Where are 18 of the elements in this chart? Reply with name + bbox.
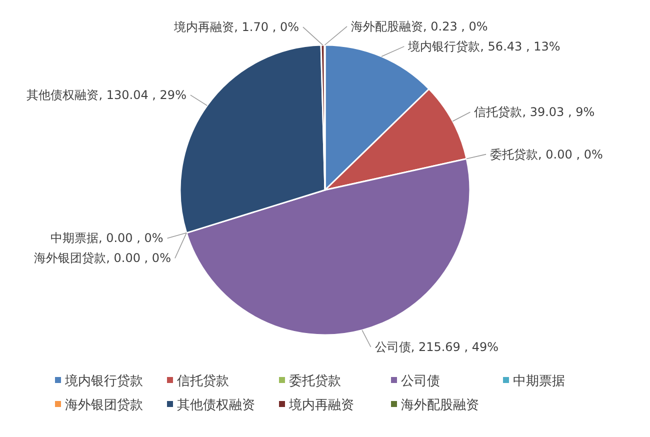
legend-label: 其他债权融资 — [177, 398, 255, 413]
category-label: 境内再融资, 1.70 , 0% — [174, 20, 299, 34]
legend-label: 中期票据 — [513, 374, 565, 389]
category-label: 公司债, 215.69 , 49% — [374, 340, 499, 354]
legend-label: 委托贷款 — [289, 374, 341, 389]
category-label: 中期票据, 0.00 , 0% — [50, 231, 164, 246]
category-label: 其他债权融资, 130.04 , 29% — [26, 88, 186, 102]
category-label: 信托贷款, 39.03 , 9% — [474, 105, 595, 120]
legend-label: 海外银团贷款 — [65, 398, 143, 413]
category-label: 海外银团贷款, 0.00 , 0% — [34, 251, 171, 266]
legend-label: 境内银行贷款 — [64, 373, 143, 389]
category-label: 海外配股融资, 0.23 , 0% — [351, 19, 488, 34]
legend-label: 公司债 — [401, 374, 440, 389]
legend-label: 信托贷款 — [177, 374, 229, 389]
category-label: 委托贷款, 0.00 , 0% — [490, 147, 603, 162]
category-label: 境内银行贷款, 56.43 , 13% — [408, 39, 560, 54]
legend-label: 境内再融资 — [288, 397, 354, 413]
legend-label: 海外配股融资 — [401, 398, 479, 413]
